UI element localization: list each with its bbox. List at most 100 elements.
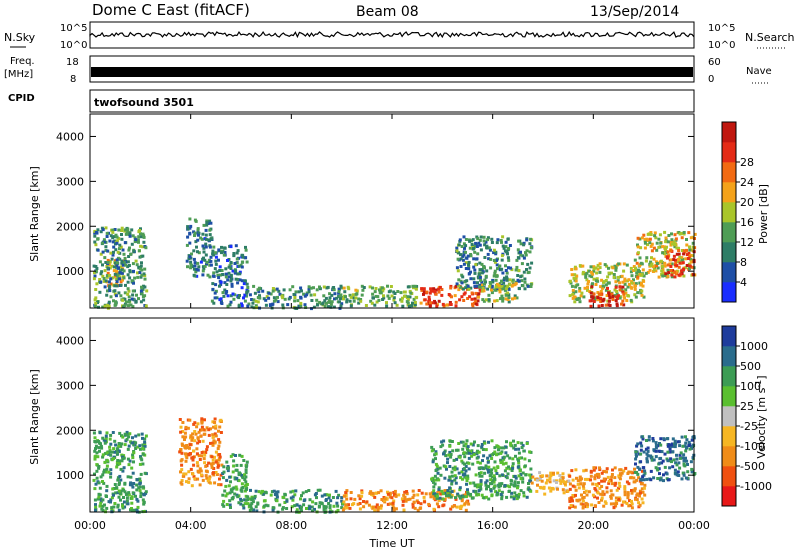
power-cell	[498, 290, 502, 294]
velocity-cell	[120, 453, 124, 457]
power-cell	[657, 275, 661, 279]
power-cell	[611, 298, 615, 301]
velocity-cell	[394, 507, 398, 511]
velocity-cell	[391, 501, 395, 505]
power-cell	[109, 282, 113, 286]
velocity-cell	[97, 495, 101, 499]
nave-tick-high: 60	[708, 57, 721, 68]
power-cell	[434, 292, 438, 296]
velocity-cell	[120, 442, 124, 446]
velocity-cell	[323, 493, 327, 497]
velocity-cell	[628, 499, 631, 503]
power-cell	[325, 301, 328, 305]
power-cell	[214, 262, 218, 266]
velocity-cell	[303, 498, 307, 502]
velocity-cell	[402, 508, 406, 512]
power-cell	[297, 290, 301, 294]
power-cell	[106, 266, 110, 270]
power-cell	[463, 280, 467, 284]
velocity-cell	[119, 489, 123, 493]
power-cell	[574, 276, 578, 280]
velocity-cell	[184, 472, 188, 476]
velocity-cell	[228, 475, 232, 479]
power-cell	[605, 294, 609, 297]
power-cell	[305, 291, 309, 295]
velocity-cell	[373, 508, 377, 512]
power-cell	[515, 258, 519, 262]
velocity-cell	[103, 468, 106, 472]
power-cell	[275, 287, 279, 291]
velocity-cell	[479, 471, 483, 475]
power-cell	[140, 268, 144, 272]
power-cell	[202, 267, 206, 271]
velocity-cell	[369, 490, 373, 494]
velocity-cell	[538, 476, 542, 480]
power-cell	[377, 298, 381, 302]
velocity-cell	[513, 480, 517, 484]
velocity-cell	[214, 460, 218, 464]
power-cell	[528, 250, 532, 254]
velocity-cell	[645, 439, 648, 442]
velocity-cell	[118, 481, 121, 485]
velocity-cell	[632, 476, 636, 480]
velocity-cell	[105, 489, 109, 493]
velocity-cell	[342, 494, 346, 498]
velocity-cell	[214, 424, 218, 428]
power-cell	[472, 277, 476, 281]
velocity-cell	[432, 489, 436, 493]
velocity-cell	[231, 487, 235, 491]
power-cell	[461, 275, 465, 279]
power-cell	[228, 264, 232, 268]
power-cell	[92, 264, 96, 268]
power-cell	[253, 291, 257, 295]
y-tick-label: 4000	[56, 334, 84, 347]
power-cell	[103, 256, 107, 260]
power-cell	[440, 293, 444, 297]
velocity-cell	[679, 451, 683, 455]
velocity-cell	[624, 466, 628, 470]
power-cell	[488, 284, 492, 288]
velocity-cell	[516, 441, 520, 445]
velocity-cell	[210, 463, 214, 467]
power-cell	[667, 234, 671, 237]
velocity-cell	[240, 486, 244, 490]
velocity-cell	[205, 426, 209, 430]
velocity-cell	[482, 454, 486, 458]
power-cell	[272, 299, 276, 303]
velocity-cell	[584, 468, 588, 472]
velocity-cell	[567, 479, 571, 483]
velocity-cell	[506, 454, 510, 458]
velocity-cell	[103, 441, 107, 445]
power-cell	[689, 258, 693, 262]
power-cell	[612, 275, 616, 279]
power-cell	[506, 284, 510, 288]
velocity-cell	[460, 470, 464, 474]
power-cell	[126, 260, 130, 264]
velocity-cell	[687, 444, 691, 447]
power-cell	[221, 291, 225, 295]
power-cell	[197, 231, 201, 235]
power-cell	[502, 246, 506, 250]
velocity-cell	[291, 498, 295, 502]
velocity-cell	[115, 486, 119, 490]
velocity-cell	[93, 498, 97, 502]
power-cell	[601, 299, 605, 303]
velocity-cell	[639, 491, 642, 495]
power-cell	[484, 274, 488, 278]
velocity-cell	[320, 494, 324, 498]
power-cell	[318, 287, 322, 291]
freq-tick-low: 8	[70, 74, 76, 85]
power-cell	[456, 257, 460, 261]
velocity-cell	[460, 504, 464, 508]
power-cell	[525, 238, 529, 242]
power-cell	[681, 261, 685, 265]
power-cell	[288, 288, 292, 292]
velocity-cell	[668, 447, 672, 451]
velocity-cell	[178, 450, 182, 454]
velocity-cell	[600, 485, 604, 488]
velocity-cell	[311, 500, 315, 504]
power-cell	[406, 295, 410, 299]
velocity-cell	[246, 502, 250, 506]
power-cell	[382, 294, 385, 298]
power-cell	[608, 304, 612, 307]
